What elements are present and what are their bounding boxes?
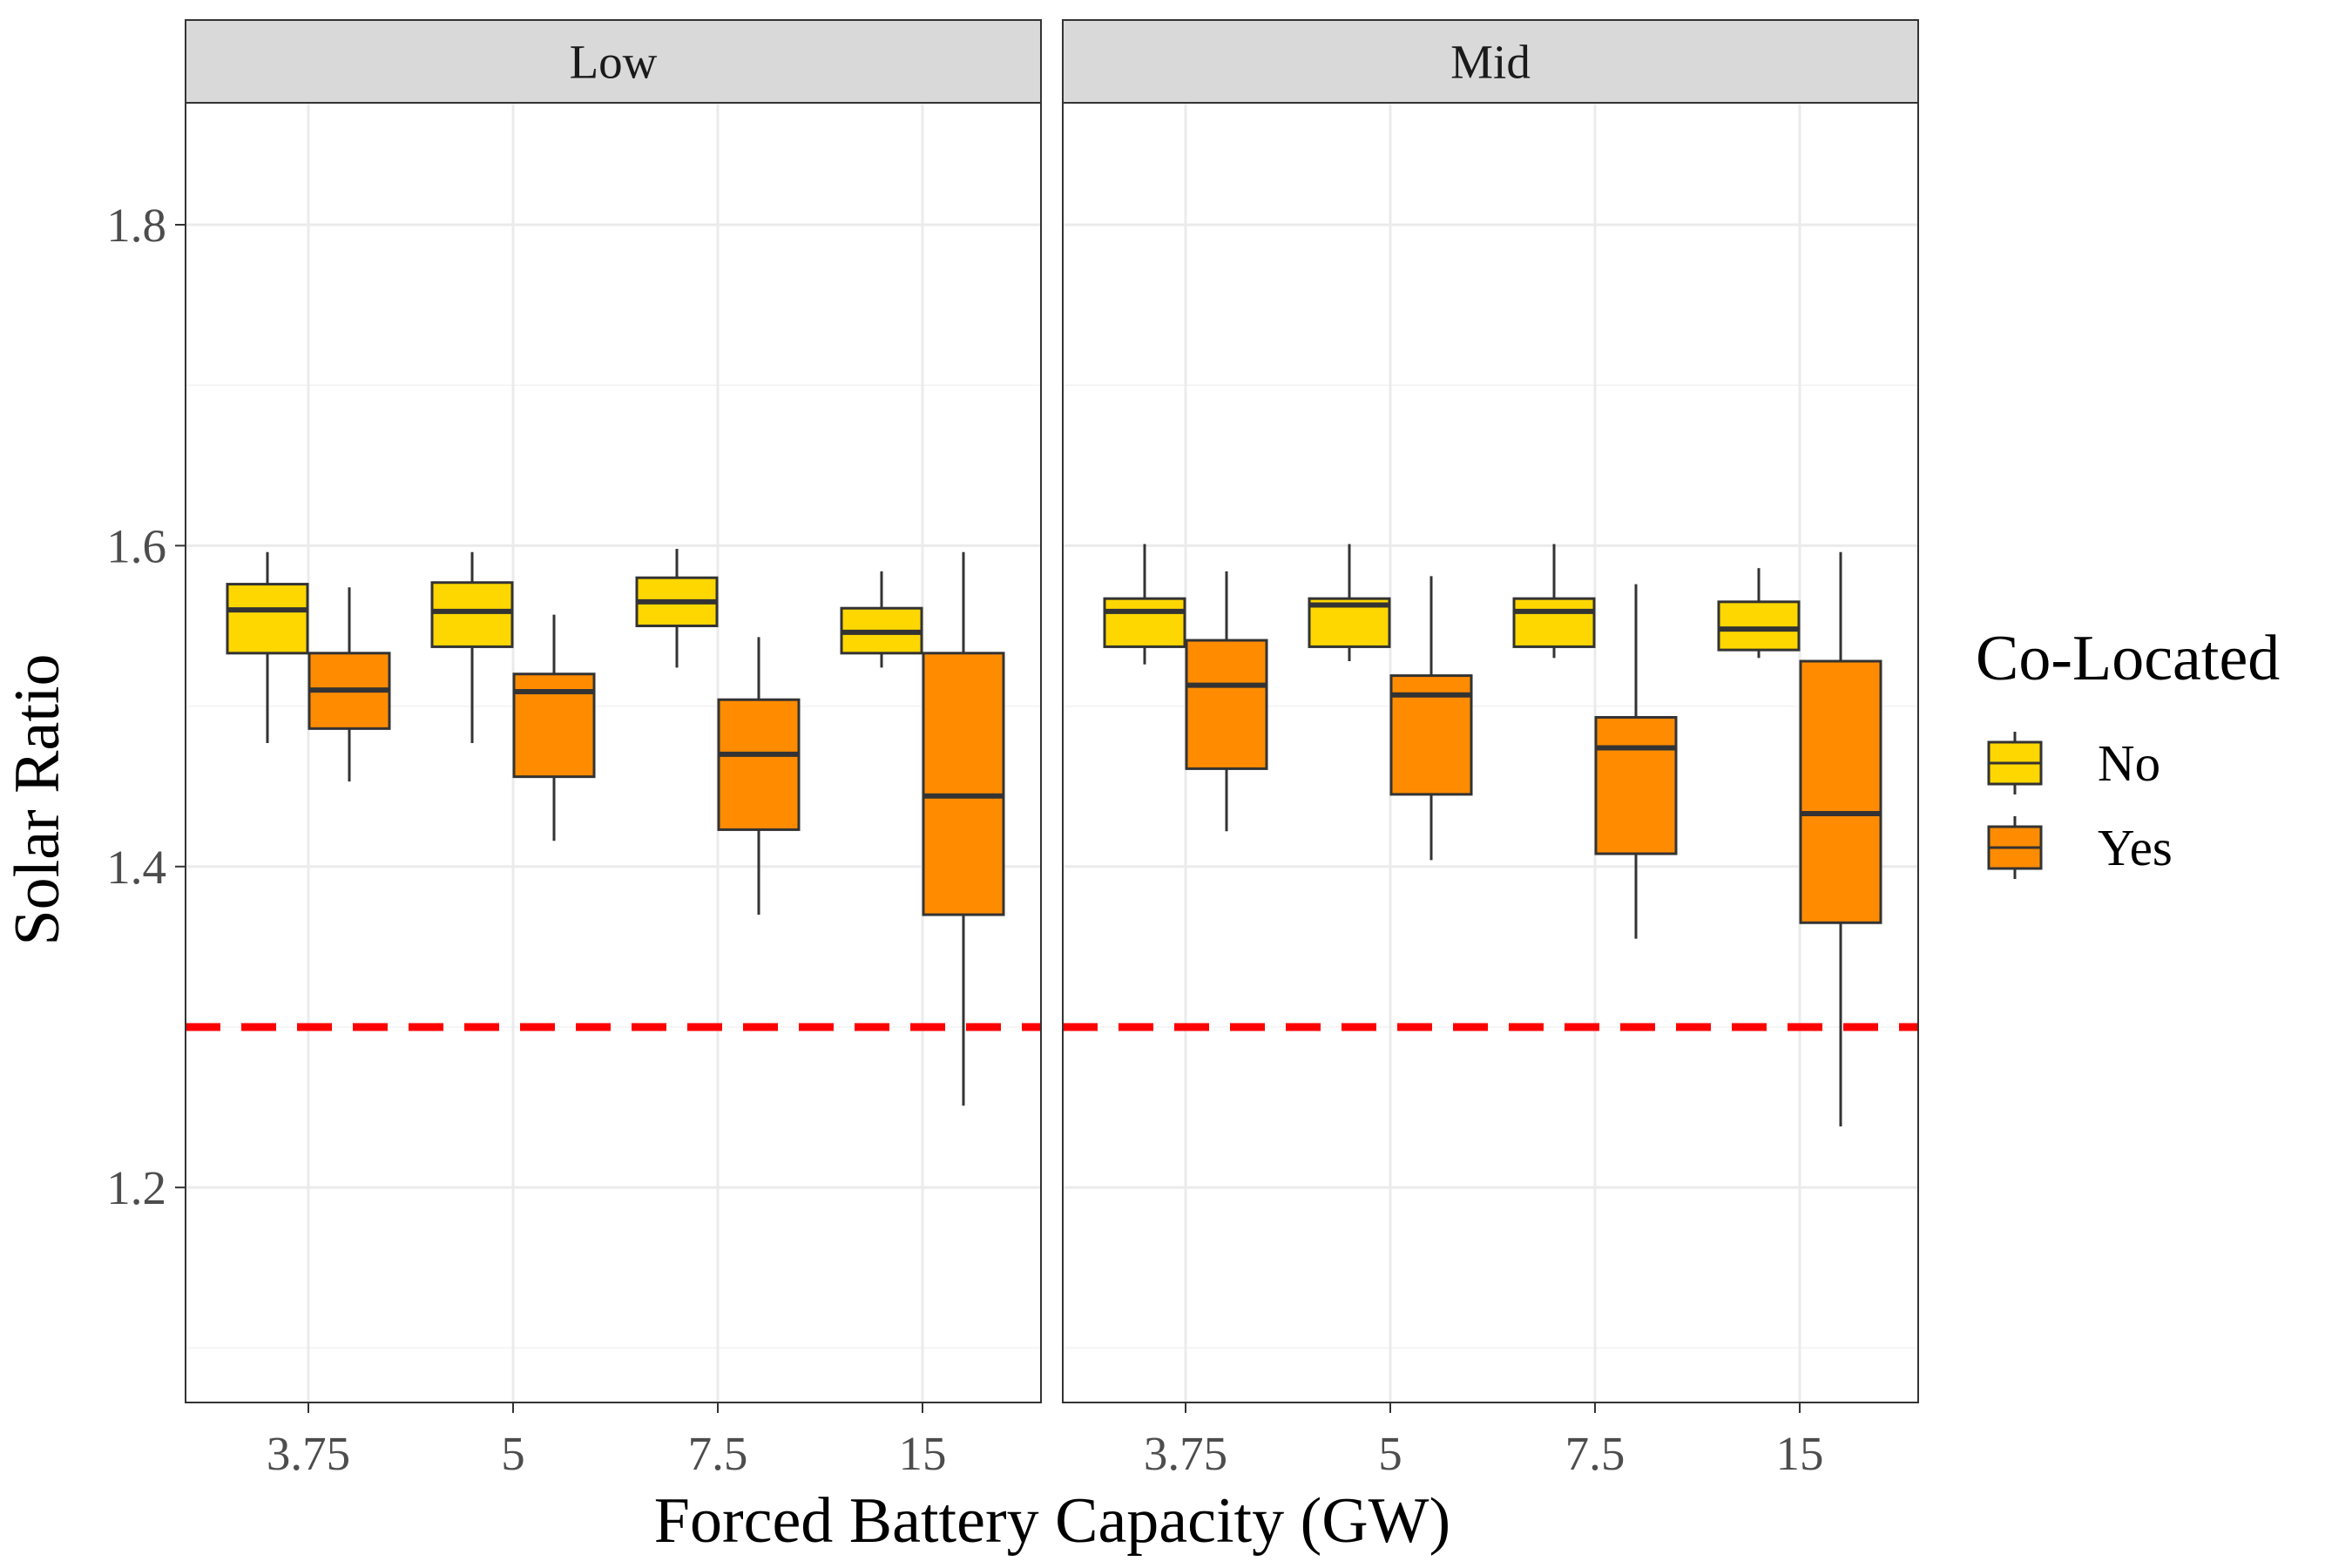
box-body [717,698,801,831]
x-axis-title: Forced Battery Capacity (GW) [654,1485,1450,1557]
box-body [1185,639,1268,770]
facet-strip-label: Low [570,36,658,89]
legend-title: Co-Located [1976,623,2280,694]
box-5-yes [1389,576,1473,861]
box-5-no [430,551,514,743]
box-5-yes [512,614,596,841]
box-body [1799,659,1882,924]
box-body [1594,715,1678,855]
box-body [226,583,309,655]
box-body [922,652,1005,916]
facet-panel-mid: Mid 3.75 5 7.5 15 [1062,19,1919,1480]
box-7.5-yes [1594,584,1678,939]
y-axis: 1.2 1.4 1.6 1.8 [106,199,186,1214]
legend-item-yes: Yes [1987,816,2173,879]
y-tick-label: 1.8 [106,199,166,252]
box-body [1512,597,1596,648]
box-body [1103,597,1186,648]
y-tick-label: 1.6 [106,519,166,572]
legend-item-no: No [1987,732,2160,794]
box-7.5-no [1512,544,1596,659]
x-tick-label: 3.75 [1144,1427,1227,1480]
x-tick-label: 15 [899,1427,947,1480]
facet-strip [1062,19,1919,104]
x-tick-label: 7.5 [688,1427,748,1480]
facet-panels: Low 3.75 5 7.5 15 Mid 3.75 5 7.5 15 [185,19,1919,1480]
y-axis-title: Solar Ratio [2,653,73,945]
box-3.75-yes [308,587,391,782]
x-tick-label: 3.75 [267,1427,350,1480]
y-tick-label: 1.4 [106,841,166,894]
box-7.5-no [635,549,719,668]
legend: Co-Located No Yes [1976,623,2280,879]
box-body [1717,600,1801,652]
box-15-no [1717,568,1801,659]
box-15-yes [1799,551,1882,1127]
box-3.75-no [1103,544,1186,665]
panel-background [186,103,1041,1402]
box-15-yes [922,551,1005,1106]
box-7.5-yes [717,637,801,916]
facet-strip-label: Mid [1450,36,1531,89]
box-3.75-no [226,551,309,743]
legend-items: No Yes [1987,732,2173,879]
facet-strip [185,19,1042,104]
box-body [430,581,514,648]
x-tick-label: 7.5 [1565,1427,1625,1480]
facet-panel-low: Low 3.75 5 7.5 15 [185,19,1042,1480]
legend-label: Yes [2098,819,2173,876]
x-tick-label: 5 [1378,1427,1402,1480]
x-tick-label: 5 [501,1427,525,1480]
box-3.75-yes [1185,571,1268,832]
box-15-no [840,571,923,668]
legend-label: No [2098,734,2160,792]
y-tick-label: 1.2 [106,1161,166,1214]
x-tick-label: 15 [1776,1427,1824,1480]
box-5-no [1308,544,1391,662]
